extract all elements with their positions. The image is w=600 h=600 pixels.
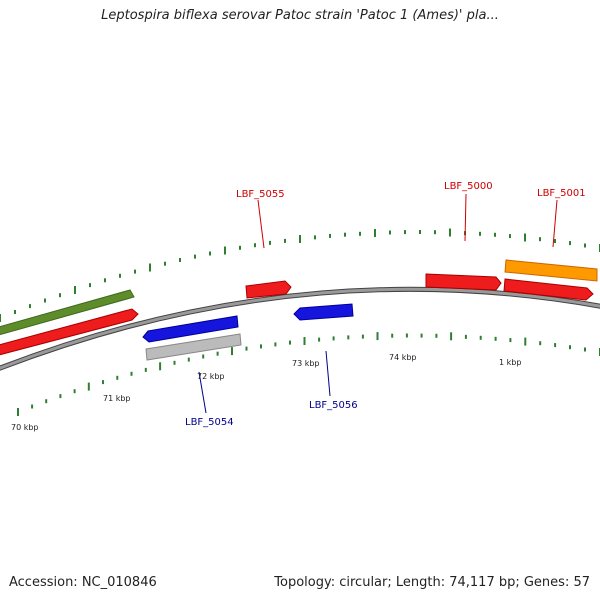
backbone [0,286,600,371]
inner-tick-row [17,332,600,416]
tick-label-71kbp: 71 kbp [103,394,131,403]
green-gene[interactable] [0,289,135,336]
gene-label-lbf5056[interactable]: LBF_5056 [309,400,358,411]
gene-label-lbf5001[interactable]: LBF_5001 [537,188,586,199]
gene-label-lbf5000[interactable]: LBF_5000 [444,181,493,192]
red-gene-left[interactable] [0,308,139,356]
leader-lbf5055 [257,199,265,249]
gene-label-lbf5054[interactable]: LBF_5054 [185,417,234,428]
leader-lbf5000 [464,193,467,242]
tick-label-73kbp: 73 kbp [292,359,320,368]
blue-gene-lbf5054[interactable] [142,315,239,343]
outer-tick-row [0,228,600,322]
red-gene-right[interactable] [503,278,594,301]
leader-lbf5054 [198,371,207,414]
tick-label-74kbp: 74 kbp [389,353,417,362]
blue-gene-lbf5056[interactable] [293,303,354,321]
map-title: Leptospira biflexa serovar Patoc strain … [101,8,499,23]
gene-label-lbf5055[interactable]: LBF_5055 [236,189,285,200]
tick-label-70kbp: 70 kbp [11,423,39,432]
topology-text: Topology: circular; Length: 74,117 bp; G… [274,575,590,590]
red-gene-lbf5055[interactable] [245,280,292,299]
leader-lbf5001 [552,199,558,248]
grey-gene[interactable] [145,333,242,361]
red-gene-lbf5000[interactable] [425,273,502,291]
tick-label-72kbp: 72 kbp [197,372,225,381]
tick-label-1kbp: 1 kbp [499,358,521,367]
orange-gene-lbf5001[interactable] [504,259,598,282]
accession-text: Accession: NC_010846 [9,575,157,590]
leader-lbf5056 [325,350,331,397]
